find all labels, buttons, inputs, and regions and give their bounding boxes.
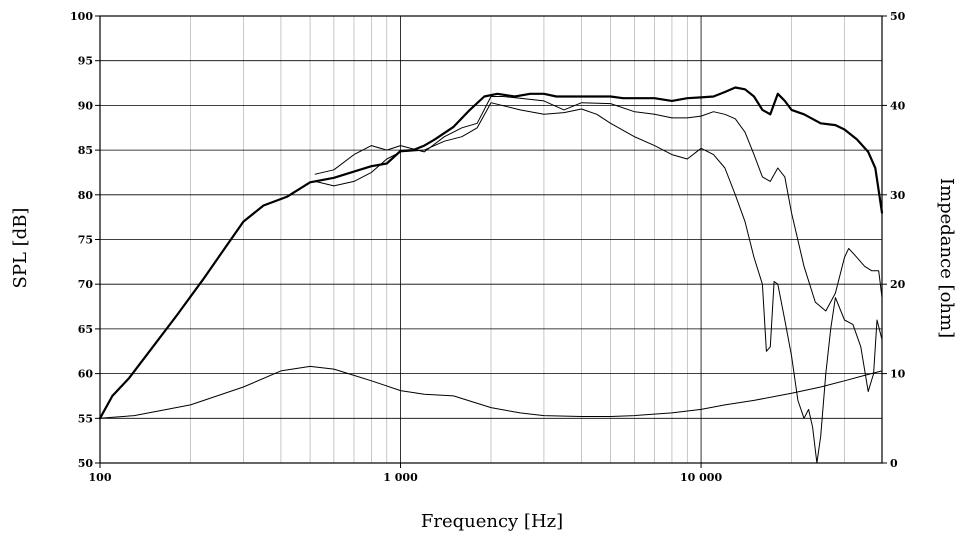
impedance-curve: [99, 365, 883, 419]
y-axis-title: SPL [dB]: [10, 208, 31, 289]
x-axis-ticks: 100 1 000 10 000: [89, 463, 722, 484]
y-tick-label: 90: [78, 99, 94, 112]
y2-tick-label: 40: [890, 99, 906, 112]
y2-tick-label: 20: [890, 278, 906, 291]
y-tick-label: 60: [78, 368, 94, 381]
y-tick-label: 100: [70, 10, 93, 23]
y2-tick-label: 10: [890, 368, 906, 381]
y-tick-label: 75: [78, 234, 93, 247]
y2-tick-label: 30: [890, 189, 906, 202]
x-axis-title: Frequency [Hz]: [421, 511, 563, 532]
grid: [100, 16, 883, 463]
y-tick-label: 95: [78, 55, 93, 68]
series-layer: [98, 86, 884, 464]
x-tick-label: 10 000: [680, 471, 722, 484]
y-tick-label: 55: [78, 412, 93, 425]
y-tick-label: 85: [78, 144, 93, 157]
left-axis-ticks: 50 55 60 65 70 75 80 85 90 95 100: [70, 10, 100, 470]
x-tick-label: 100: [89, 471, 112, 484]
y-tick-label: 50: [78, 457, 94, 470]
y2-tick-label: 0: [890, 457, 898, 470]
right-axis-ticks: 0 10 20 30 40 50: [882, 10, 906, 470]
spl-curve-2: [314, 96, 883, 312]
spl-curve-1: [98, 86, 884, 420]
x-tick-label: 1 000: [383, 471, 418, 484]
spl-curve-3: [314, 102, 883, 464]
y-tick-label: 80: [78, 189, 94, 202]
y2-tick-label: 50: [890, 10, 906, 23]
y-tick-label: 70: [78, 278, 94, 291]
y2-axis-title: Impedance [ohm]: [936, 178, 957, 338]
y-tick-label: 65: [78, 323, 93, 336]
